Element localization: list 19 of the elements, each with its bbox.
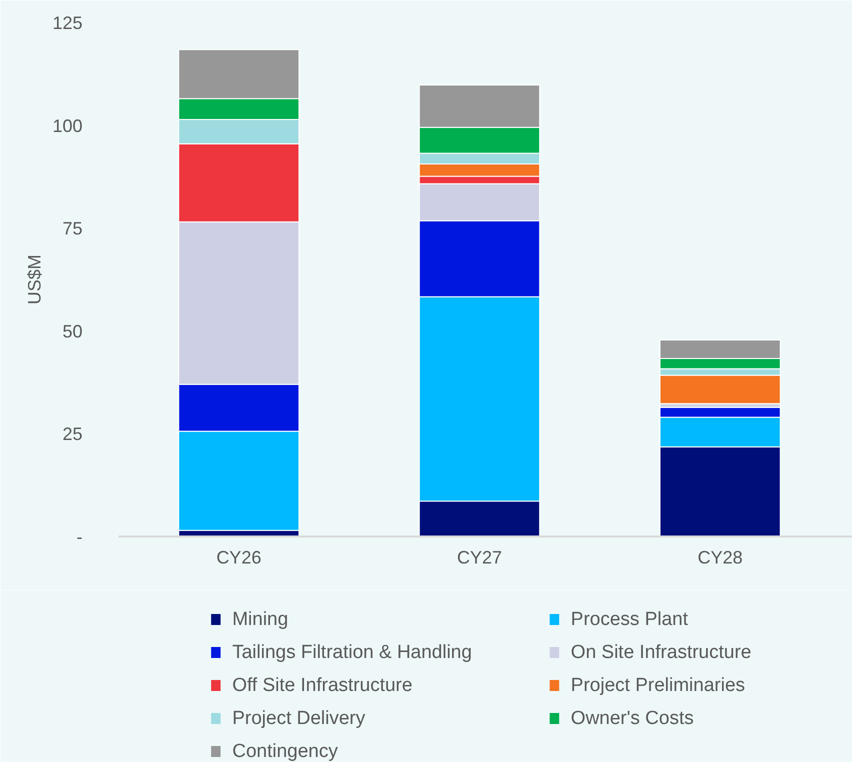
y-tick-label: 25 (62, 424, 83, 444)
x-tick-label: CY27 (456, 548, 502, 568)
y-tick-label: 125 (52, 13, 83, 33)
legend-label: Process Plant (570, 609, 689, 630)
legend-label: Owner's Costs (570, 708, 694, 729)
y-tick-label: 100 (52, 116, 83, 136)
y-tick-label: 75 (62, 218, 83, 239)
legend-label: Off Site Infrastructure (232, 675, 412, 696)
y-axis-title: US$M (24, 254, 44, 305)
legend-label: Contingency (232, 741, 338, 762)
x-tick-label: CY26 (216, 548, 262, 568)
legend-label: Project Preliminaries (570, 675, 746, 696)
y-tick-label: - (76, 527, 83, 547)
legend-label: On Site Infrastructure (570, 642, 752, 663)
legend-label: Tailings Filtration & Handling (232, 642, 472, 663)
y-tick-label: 50 (62, 321, 83, 342)
legend-label: Mining (232, 609, 288, 630)
x-tick-label: CY28 (698, 548, 743, 568)
legend-label: Project Delivery (232, 708, 366, 729)
